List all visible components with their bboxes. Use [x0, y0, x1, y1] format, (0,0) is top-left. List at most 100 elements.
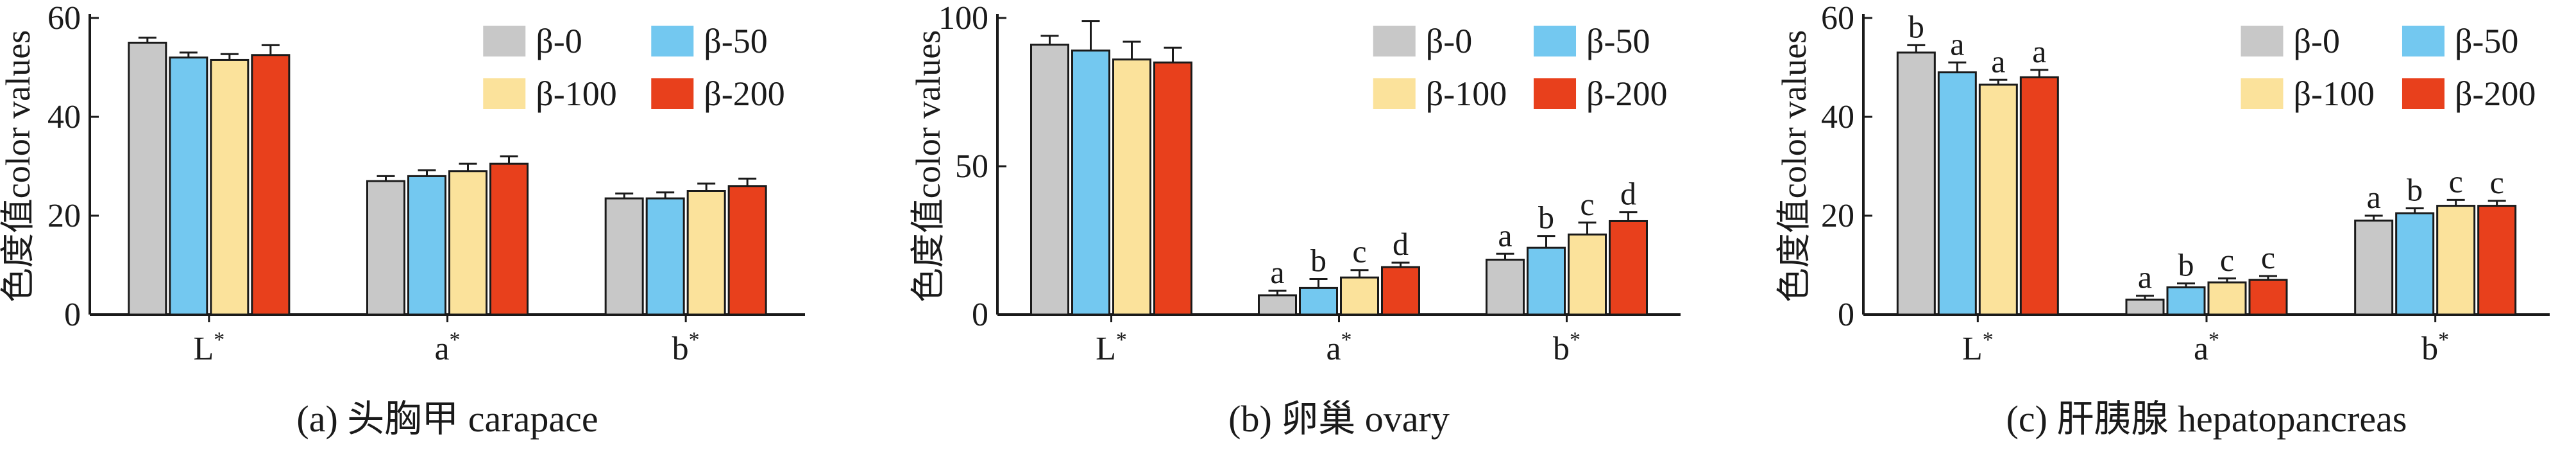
x-tick-label: b*	[672, 328, 700, 367]
x-tick-label: a*	[2194, 328, 2219, 367]
y-axis-label: 色度值color values	[909, 30, 947, 302]
bar-β-50-b	[1527, 247, 1566, 316]
y-tick-label: 40	[47, 99, 81, 135]
x-tick-label: b*	[2421, 328, 2449, 367]
chart-panel-1: 0 20 40 60 色度值color values L* a* b* β-0 β-50 β-100…	[0, 0, 805, 440]
legend-swatch-β-200	[651, 78, 694, 109]
bar-β-0-a	[2125, 299, 2165, 316]
bar-β-200-L	[1153, 61, 1192, 316]
bar-β-0-a	[366, 180, 405, 316]
legend-label: β-100	[1426, 74, 1507, 113]
significance-label: d	[1393, 226, 1409, 262]
legend-label: β-100	[2294, 74, 2375, 113]
significance-label: a	[1498, 217, 1512, 253]
bar-β-100-b	[1568, 233, 1607, 316]
legend-label: β-0	[1426, 22, 1472, 60]
x-tick-label: L*	[193, 328, 225, 367]
bar-β-100-L	[210, 58, 250, 316]
bar-β-50-L	[1937, 71, 1977, 316]
bar-β-200-L	[2019, 76, 2059, 316]
significance-label: c	[2490, 164, 2504, 200]
y-tick-label: 60	[47, 0, 81, 37]
significance-label: a	[1950, 26, 1964, 62]
legend-label: β-0	[2294, 22, 2340, 60]
significance-label: b	[1310, 243, 1326, 279]
bar-β-200-a	[489, 162, 529, 316]
legend-swatch-β-100	[483, 78, 526, 109]
bar-β-200-L	[251, 54, 291, 316]
bar-β-100-b	[2436, 205, 2476, 316]
bar-β-100-L	[1112, 58, 1151, 316]
x-tick-label: L*	[1962, 328, 1994, 367]
bar-β-100-a	[448, 170, 487, 316]
legend-swatch-β-100	[2241, 78, 2284, 109]
significance-label: b	[2178, 247, 2194, 282]
significance-label: c	[1352, 234, 1366, 270]
significance-label: d	[1620, 176, 1636, 212]
bar-β-50-a	[1299, 286, 1338, 316]
legend-swatch-β-50	[2402, 26, 2445, 56]
legend-swatch-β-200	[2402, 78, 2445, 109]
bar-β-0-b	[604, 197, 644, 316]
y-tick-label: 100	[938, 0, 988, 37]
bar-β-0-L	[1030, 44, 1069, 316]
x-tick-label: L*	[1096, 328, 1127, 367]
bar-β-0-L	[1896, 51, 1936, 316]
bar-β-50-b	[645, 197, 685, 316]
y-tick-label: 0	[972, 297, 988, 333]
panel-caption: (a) 头胸甲 carapace	[296, 398, 598, 440]
significance-label: a	[1270, 254, 1284, 290]
bar-β-100-a	[2207, 281, 2247, 316]
y-tick-label: 60	[1821, 0, 1854, 37]
y-tick-label: 0	[1838, 297, 1854, 333]
bar-β-50-b	[2395, 212, 2435, 316]
legend-swatch-β-50	[651, 26, 694, 56]
y-tick-label: 50	[955, 148, 988, 185]
bar-β-200-b	[1609, 220, 1648, 316]
bar-β-100-a	[1340, 276, 1379, 316]
bar-β-0-a	[1258, 294, 1297, 316]
significance-label: b	[2407, 171, 2423, 207]
legend-swatch-β-0	[2241, 26, 2284, 56]
panel-caption: (c) 肝胰腺 hepatopancreas	[2006, 398, 2407, 440]
bar-β-200-b	[727, 185, 767, 316]
x-tick-label: b*	[1553, 328, 1580, 367]
significance-label: c	[2449, 163, 2463, 199]
bar-β-100-L	[1978, 83, 2018, 316]
bar-β-50-L	[169, 56, 208, 316]
bar-β-0-b	[2354, 220, 2394, 316]
bar-β-0-b	[1486, 259, 1525, 316]
legend-swatch-β-0	[483, 26, 526, 56]
bar-β-0-L	[128, 42, 167, 316]
x-tick-label: a*	[434, 328, 460, 367]
significance-label: a	[2138, 259, 2152, 295]
legend-label: β-200	[704, 74, 784, 113]
bar-β-50-L	[1071, 49, 1110, 316]
y-tick-label: 0	[64, 297, 81, 333]
legend-label: β-100	[536, 74, 616, 113]
y-axis-label: 色度值color values	[1775, 30, 1813, 302]
legend-label: β-50	[2455, 22, 2518, 60]
significance-label: c	[2220, 242, 2234, 278]
bar-β-50-a	[407, 175, 446, 316]
bar-β-100-b	[686, 190, 726, 316]
significance-label: a	[1991, 43, 2005, 79]
legend-label: β-200	[2455, 74, 2536, 113]
y-tick-label: 40	[1821, 99, 1854, 135]
y-tick-label: 20	[1821, 198, 1854, 234]
bar-β-200-a	[2248, 279, 2288, 316]
y-tick-label: 20	[47, 198, 81, 234]
significance-label: b	[1908, 8, 1924, 44]
panel-caption: (b) 卵巢 ovary	[1228, 398, 1450, 440]
bar-β-200-a	[1381, 266, 1420, 316]
legend-swatch-β-0	[1373, 26, 1416, 56]
bar-β-200-b	[2477, 205, 2517, 316]
significance-label: c	[1580, 186, 1594, 222]
significance-label: a	[2032, 33, 2046, 69]
significance-label: a	[2367, 179, 2381, 215]
legend-swatch-β-50	[1534, 26, 1577, 56]
